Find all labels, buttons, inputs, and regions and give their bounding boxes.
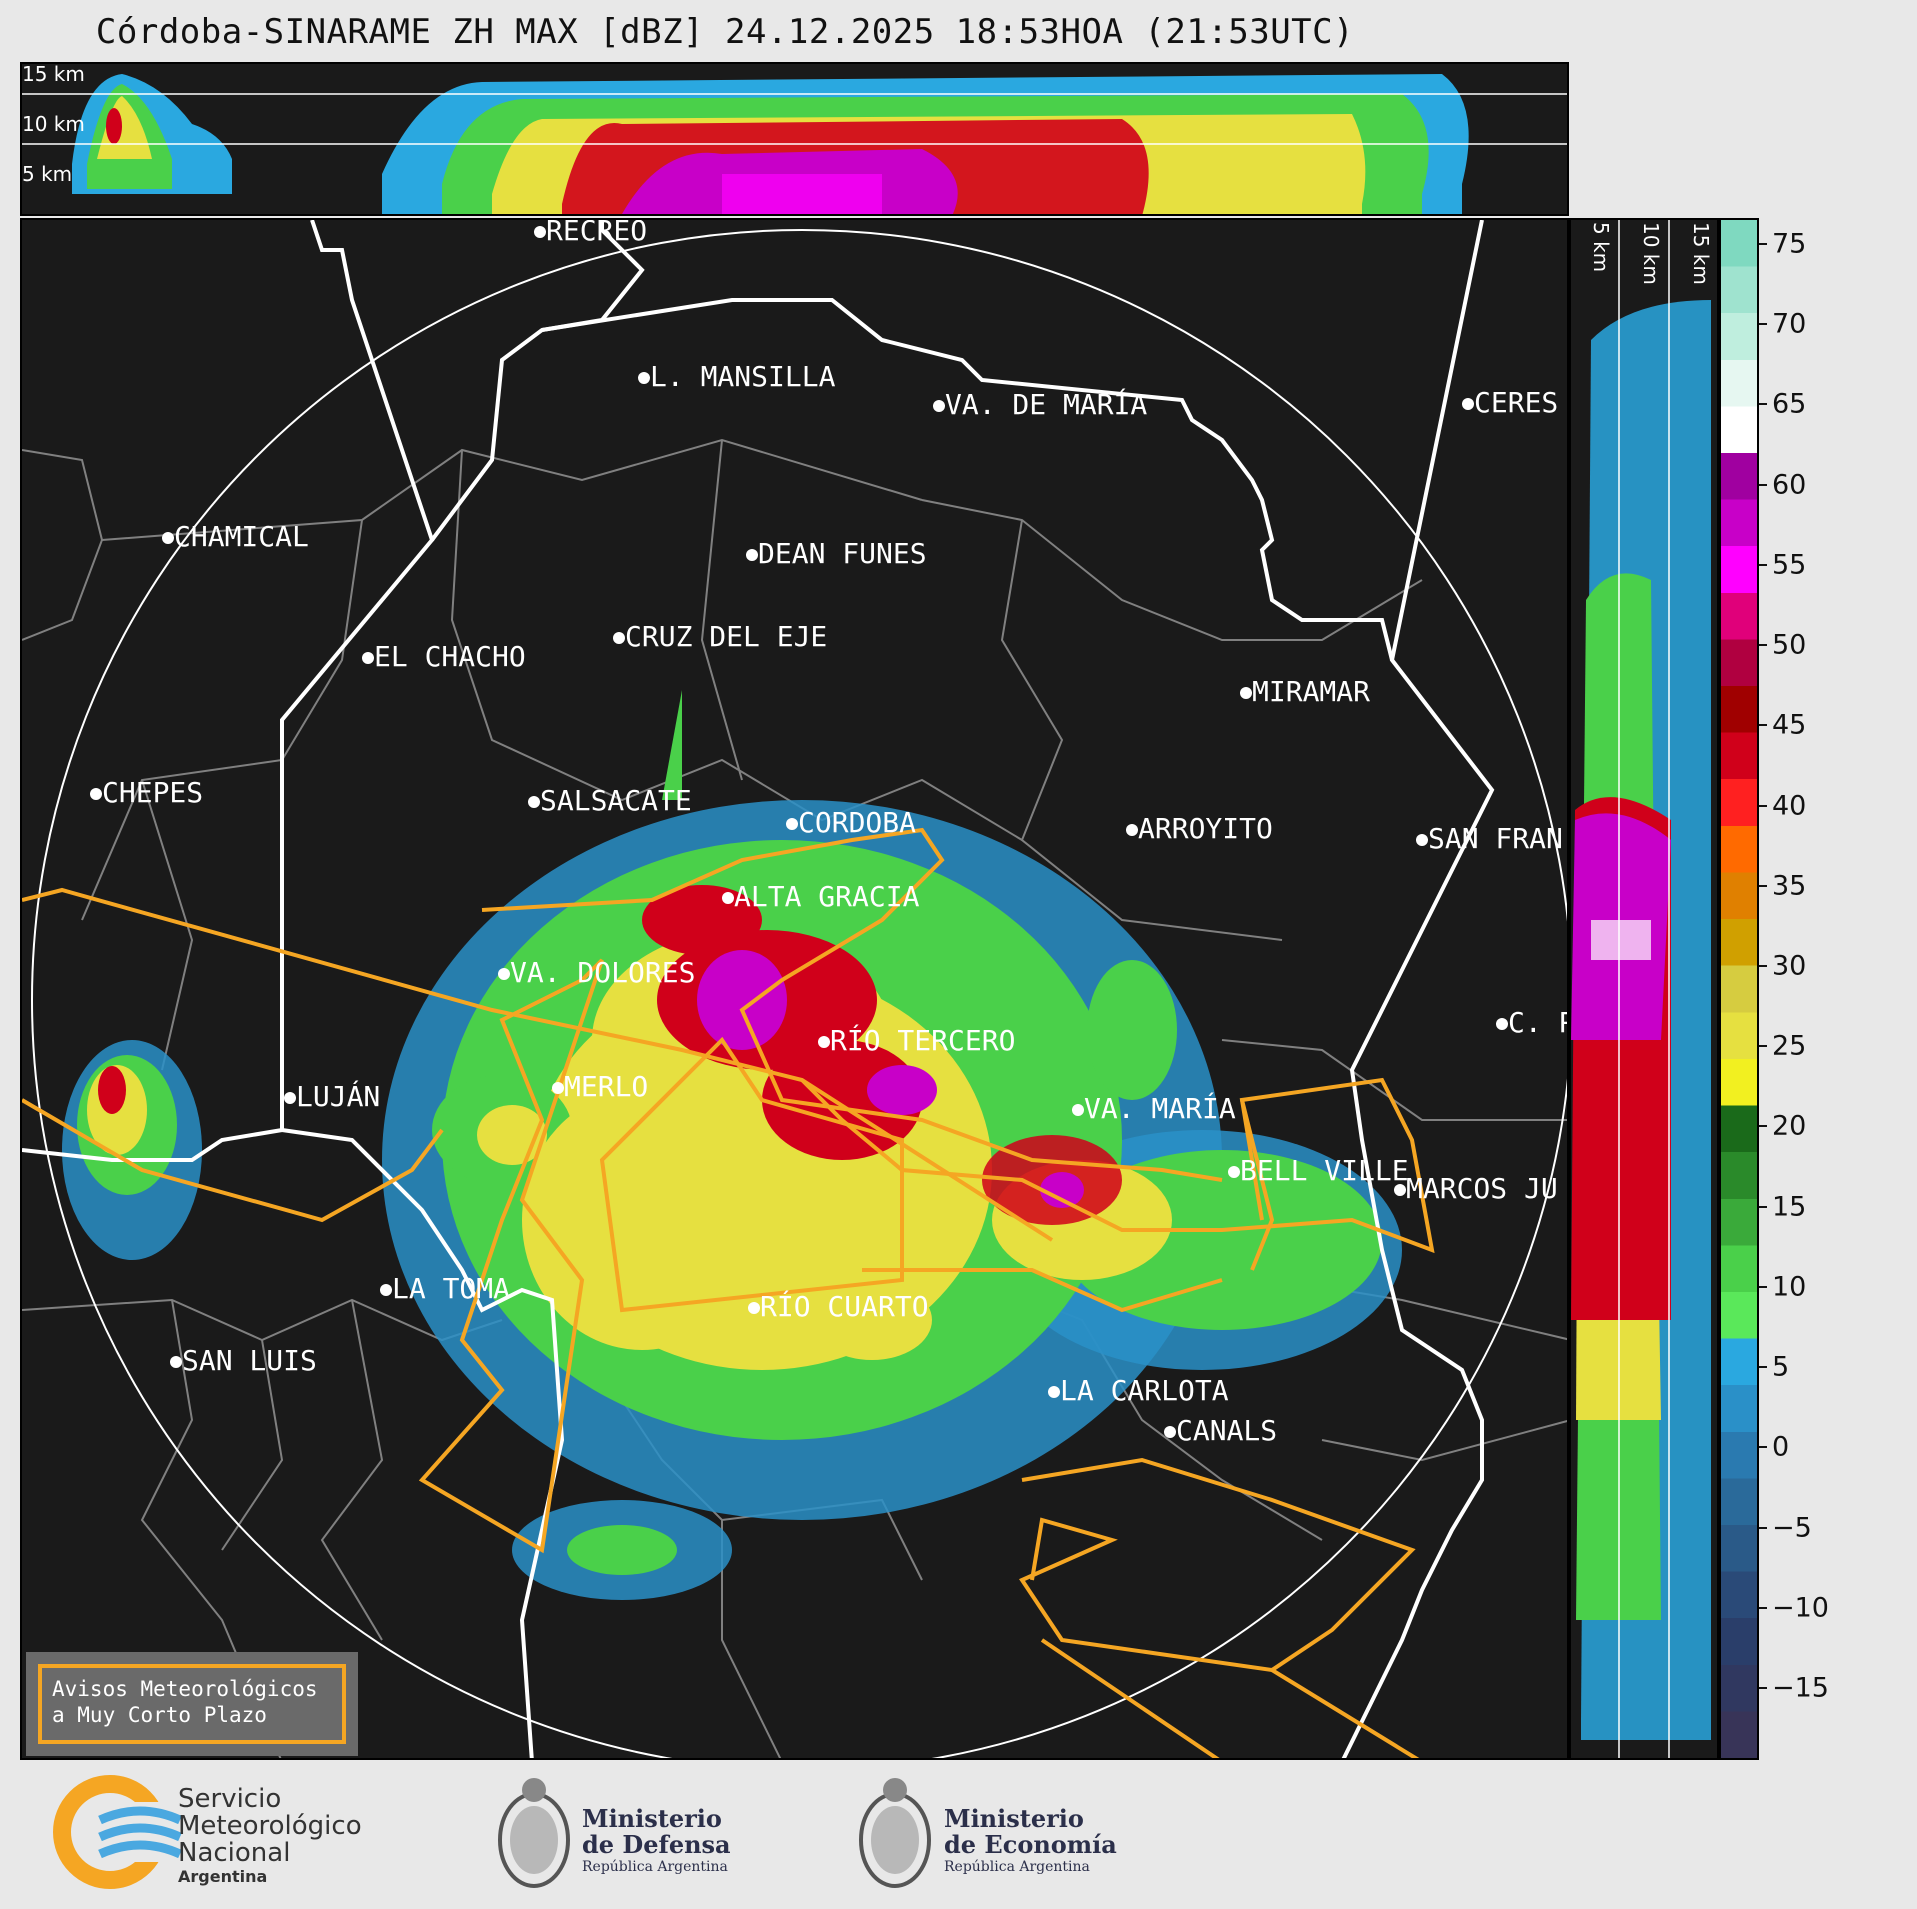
city-san-francisco: SAN FRAN <box>1416 822 1563 855</box>
avisos-legend: Avisos Meteorológicos a Muy Corto Plazo <box>38 1664 346 1744</box>
city-arroyito: ARROYITO <box>1126 812 1273 845</box>
colorbar-tick-label: 35 <box>1772 870 1807 902</box>
colorbar-tick-mark <box>1759 1446 1767 1449</box>
warning-polygons <box>22 827 1435 1758</box>
city-va-dolores: VA. DOLORES <box>498 956 695 989</box>
side-alt-label-15: 15 km <box>1689 222 1713 285</box>
map-title: Córdoba-SINARAME ZH MAX [dBZ] 24.12.2025… <box>95 12 1355 52</box>
colorbar-tick-label: −5 <box>1772 1512 1812 1544</box>
colorbar-tick-label: 5 <box>1772 1351 1790 1383</box>
city-lujan: LUJÁN <box>284 1080 380 1113</box>
side-cross-section-echo <box>1571 220 1711 1758</box>
city-l-mansilla: L. MANSILLA <box>638 360 835 393</box>
colorbar-tick-label: 40 <box>1772 790 1807 822</box>
colorbar-tick-mark <box>1759 804 1767 807</box>
avisos-box: Avisos Meteorológicos a Muy Corto Plazo <box>26 1652 358 1756</box>
colorbar-tick-mark <box>1759 1045 1767 1048</box>
colorbar-tick-mark <box>1759 243 1767 245</box>
city-dean-funes: DEAN FUNES <box>746 537 927 570</box>
top-cross-section-echo <box>22 74 1567 214</box>
top-cross-section-panel: 15 km 10 km 5 km <box>20 62 1569 216</box>
colorbar-tick-mark <box>1759 563 1767 566</box>
city-chamical: CHAMICAL <box>162 520 309 553</box>
colorbar-tick-label: 0 <box>1772 1431 1790 1463</box>
avisos-line1: Avisos Meteorológicos <box>52 1677 318 1701</box>
colorbar-tick-mark <box>1759 965 1767 967</box>
colorbar-tick-label: 65 <box>1772 388 1807 420</box>
city-salsacate: SALSACATE <box>528 784 692 817</box>
colorbar-tick-label: 10 <box>1772 1271 1807 1303</box>
colorbar-tick-label: 60 <box>1772 469 1807 501</box>
colorbar-tick-mark <box>1759 1366 1767 1369</box>
economia-logo-text: Ministerio de Economía República Argenti… <box>944 1804 1117 1876</box>
colorbar-tick-mark <box>1759 403 1767 406</box>
colorbar-tick-mark <box>1759 884 1767 887</box>
city-rio-cuarto: RÍO CUARTO <box>748 1290 929 1323</box>
colorbar-tick-mark <box>1759 1526 1767 1529</box>
top-alt-label-5: 5 km <box>22 162 73 186</box>
colorbar-tick-mark <box>1759 724 1767 727</box>
radar-map-panel: RECREO L. MANSILLA VA. DE MARÍA CERES CH… <box>20 218 1569 1760</box>
dbz-colorbar <box>1719 218 1759 1760</box>
city-canals: CANALS <box>1164 1414 1277 1447</box>
colorbar-tick-mark <box>1759 483 1767 486</box>
radar-range-ring <box>31 229 1567 1758</box>
colorbar-tick-label: 45 <box>1772 709 1807 741</box>
colorbar-tick-label: −15 <box>1772 1672 1829 1704</box>
economia-seal-icon <box>859 1778 931 1888</box>
side-alt-label-10: 10 km <box>1639 222 1663 285</box>
defensa-seal-icon <box>498 1778 570 1888</box>
colorbar-tick-label: 25 <box>1772 1030 1807 1062</box>
colorbar-tick-label: 70 <box>1772 308 1807 340</box>
city-rio-tercero: RÍO TERCERO <box>818 1024 1015 1057</box>
colorbar-tick-label: 50 <box>1772 629 1807 661</box>
defensa-logo-text: Ministerio de Defensa República Argentin… <box>582 1804 731 1876</box>
colorbar-tick-mark <box>1759 323 1767 326</box>
city-cruz-del-eje: CRUZ DEL EJE <box>613 620 827 653</box>
city-bell-ville: BELL VILLE <box>1228 1154 1409 1187</box>
side-alt-label-5: 5 km <box>1589 222 1613 273</box>
smn-logo-text: Servicio Meteorológico Nacional Argentin… <box>178 1784 362 1887</box>
city-cordoba: CORDOBA <box>786 806 916 839</box>
smn-logo-icon <box>53 1775 220 1889</box>
colorbar-tick-label: 75 <box>1772 228 1807 260</box>
logos-bar: Servicio Meteorológico Nacional Argentin… <box>0 1762 1917 1909</box>
colorbar-tick-mark <box>1759 1285 1767 1288</box>
city-va-maria: VA. MARÍA <box>1072 1092 1236 1125</box>
colorbar-tick-mark <box>1759 1687 1767 1689</box>
city-chepes: CHEPES <box>90 776 203 809</box>
colorbar-tick-mark <box>1759 1205 1767 1208</box>
top-alt-label-15: 15 km <box>22 62 85 86</box>
city-va-de-maria: VA. DE MARÍA <box>933 388 1147 421</box>
city-recreo: RECREO <box>534 220 647 247</box>
top-alt-label-10: 10 km <box>22 112 85 136</box>
city-alta-gracia: ALTA GRACIA <box>722 880 919 913</box>
colorbar-tick-mark <box>1759 1606 1767 1609</box>
city-la-carlota: LA CARLOTA <box>1048 1374 1229 1407</box>
avisos-line2: a Muy Corto Plazo <box>52 1703 267 1727</box>
city-el-chacho: EL CHACHO <box>362 640 526 673</box>
city-miramar: MIRAMAR <box>1240 675 1370 708</box>
colorbar-tick-label: 30 <box>1772 950 1807 982</box>
city-marcos-juarez: MARCOS JU <box>1394 1172 1558 1205</box>
radar-echoes <box>62 690 1402 1600</box>
city-merlo: MERLO <box>552 1070 648 1103</box>
province-boundaries <box>22 220 1495 1758</box>
colorbar-tick-mark <box>1759 644 1767 647</box>
colorbar-tick-label: 20 <box>1772 1110 1807 1142</box>
radar-map-canvas <box>22 220 1567 1758</box>
colorbar-tick-mark <box>1759 1125 1767 1128</box>
side-cross-section-panel: 5 km 10 km 15 km <box>1569 218 1719 1760</box>
city-ceres: CERES <box>1462 386 1558 419</box>
city-san-luis: SAN LUIS <box>170 1344 317 1377</box>
city-la-toma: LA TOMA <box>380 1272 510 1305</box>
colorbar-tick-label: 55 <box>1772 549 1807 581</box>
colorbar-tick-label: −10 <box>1772 1592 1829 1624</box>
colorbar-tick-label: 15 <box>1772 1191 1807 1223</box>
city-c-p: C. P <box>1496 1006 1567 1039</box>
